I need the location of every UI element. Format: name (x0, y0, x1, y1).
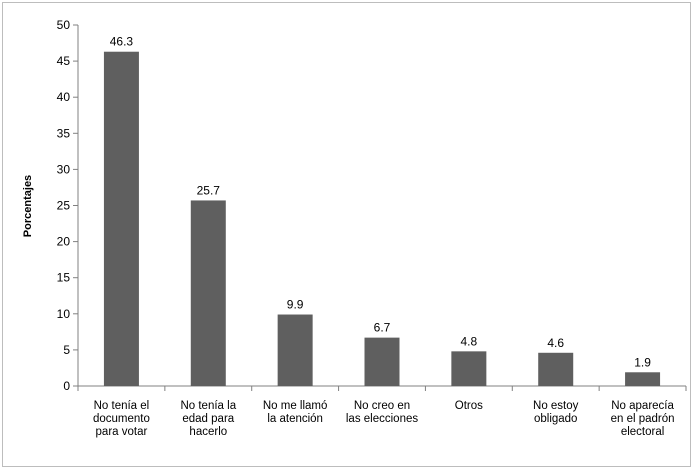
y-tick-label: 20 (57, 235, 71, 249)
bar (364, 337, 400, 386)
y-tick-label: 25 (57, 199, 71, 213)
category-label-line: hacerlo (189, 426, 227, 438)
category-label: No tenía el documento para votar (93, 400, 150, 438)
data-label: 1.9 (634, 355, 651, 369)
category-label: No tenía la edad para hacerlo (180, 400, 236, 438)
category-label-line: Otros (455, 400, 483, 412)
data-label: 9.9 (287, 298, 304, 312)
data-label: 4.8 (461, 334, 478, 348)
category-label-line: para votar (96, 426, 148, 438)
data-label: 46.3 (110, 35, 134, 49)
category-label-line: electoral (621, 426, 664, 438)
y-tick-label: 35 (57, 126, 71, 140)
bar (451, 351, 487, 386)
category-label-line: No me llamó (263, 400, 328, 412)
bar (103, 51, 139, 387)
x-axis-ticks (77, 386, 687, 391)
category-label-line: la atención (267, 413, 323, 425)
y-tick-label: 30 (57, 162, 71, 176)
chart-frame: Porcentajes 0 5 10 15 20 25 30 35 40 45 50 46.3 25.… (2, 2, 691, 467)
category-label-line: obligado (534, 413, 577, 425)
y-tick-label: 0 (63, 379, 70, 393)
y-tick-label: 50 (57, 18, 71, 32)
category-label-line: No tenía el (94, 400, 150, 412)
category-label-line: las elecciones (346, 413, 418, 425)
y-tick-label: 40 (57, 90, 71, 104)
category-label-line: No estoy (533, 400, 579, 412)
y-tick-label: 45 (57, 54, 71, 68)
category-label-line: No tenía la (180, 400, 236, 412)
bar-chart: Porcentajes 0 5 10 15 20 25 30 35 40 45 50 46.3 25.… (22, 18, 687, 438)
y-tick-label: 5 (63, 343, 70, 357)
y-tick-label: 15 (57, 271, 71, 285)
data-labels-group: 46.3 25.7 9.9 6.7 4.8 4.6 1.9 (110, 35, 651, 370)
category-label: No creo en las elecciones (346, 400, 418, 425)
bar (277, 314, 313, 386)
bar (538, 352, 574, 386)
category-label-line: edad para (182, 413, 234, 425)
bars-group (103, 51, 661, 387)
category-label-line: No aparecía (611, 400, 674, 412)
category-label-line: documento (93, 413, 150, 425)
category-label-line: No creo en (354, 400, 410, 412)
data-label: 6.7 (374, 321, 391, 335)
category-label: Otros (455, 400, 483, 412)
y-tick-label: 10 (57, 307, 71, 321)
category-label: No me llamó la atención (263, 400, 328, 425)
category-label-line: en el padrón (611, 413, 675, 425)
y-axis-title: Porcentajes (22, 175, 34, 237)
data-label: 25.7 (197, 183, 221, 197)
bar (625, 372, 661, 386)
y-axis-ticks: 0 5 10 15 20 25 30 35 40 45 50 (57, 18, 78, 393)
category-label: No aparecía en el padrón electoral (611, 400, 675, 438)
category-label: No estoy obligado (533, 400, 579, 425)
bar (190, 200, 226, 386)
data-label: 4.6 (547, 336, 564, 350)
category-labels-group: No tenía el documento para votar No tenía l… (93, 400, 675, 438)
